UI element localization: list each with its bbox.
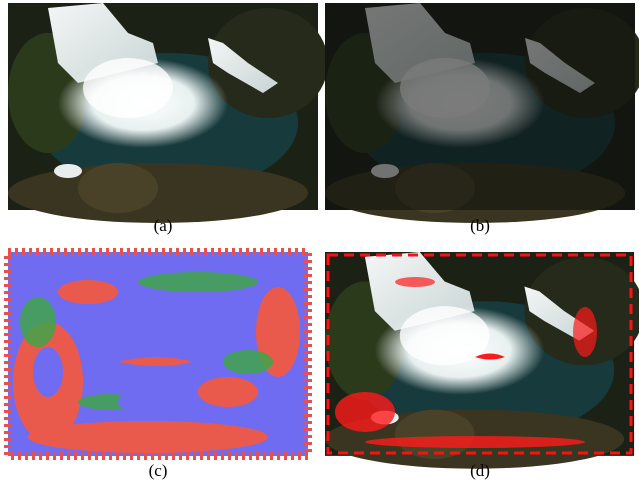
figure: (a) (b) (c) [0,0,639,487]
figure-canvas: (a) (b) (c) [0,0,639,487]
image-a [8,3,328,223]
caption: (b) [470,216,490,235]
image-b [325,3,639,223]
image-d [325,252,639,469]
caption: (c) [149,461,168,480]
caption: (a) [154,216,173,235]
caption: (d) [470,461,490,480]
image-c [8,252,308,456]
